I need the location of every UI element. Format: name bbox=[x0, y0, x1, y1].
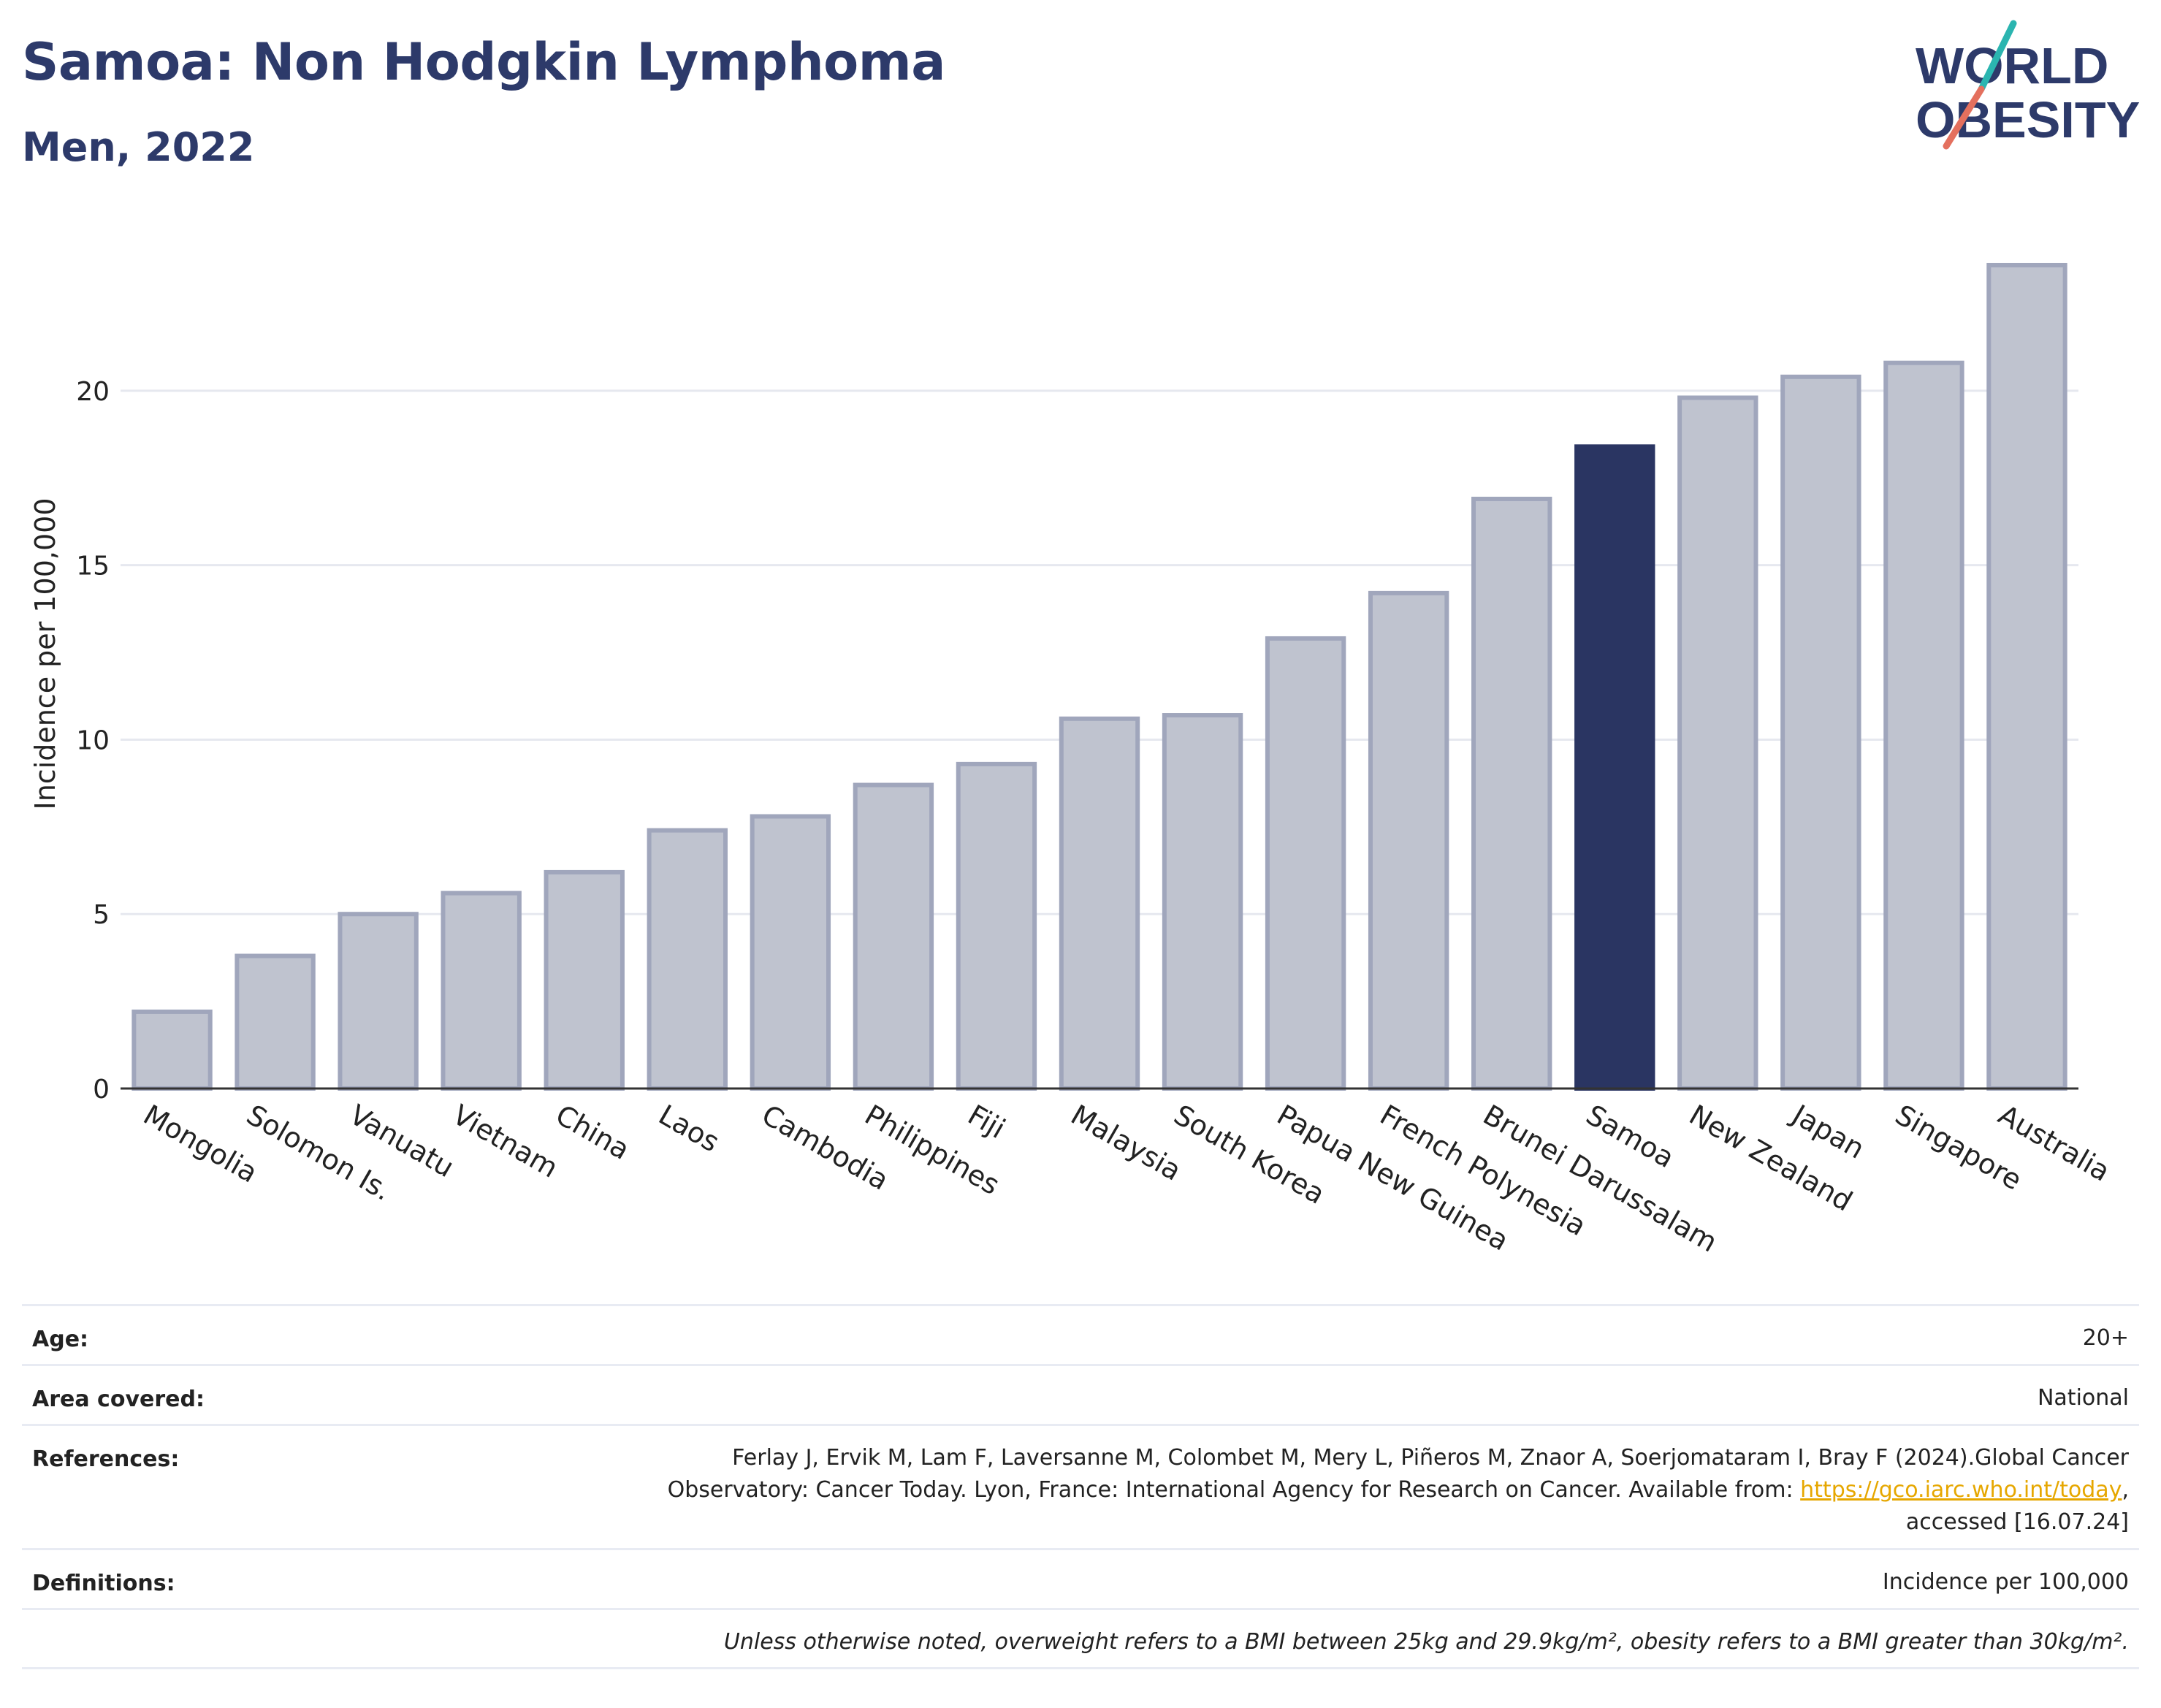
y-tick-labels: 0 5 10 15 20 bbox=[76, 377, 110, 1105]
bar-singapore bbox=[1883, 360, 1964, 1091]
info-row-age: Age: 20+ bbox=[22, 1304, 2139, 1364]
age-label: Age: bbox=[32, 1327, 89, 1352]
bar-laos bbox=[647, 828, 728, 1091]
bar-vietnam bbox=[441, 891, 522, 1091]
x-tick-label: Fiji bbox=[962, 1099, 1010, 1145]
y-tick-label: 15 bbox=[76, 552, 110, 582]
reference-line-1: Ferlay J, Ervik M, Lam F, Laversanne M, … bbox=[732, 1445, 2129, 1471]
info-row-note: Unless otherwise noted, overweight refer… bbox=[22, 1608, 2139, 1669]
y-axis-label: Incidence per 100,000 bbox=[29, 497, 61, 809]
world-obesity-logo: WORLD OBESITY bbox=[1899, 20, 2148, 161]
y-tick-label: 20 bbox=[76, 377, 110, 407]
bar-japan bbox=[1780, 374, 1861, 1091]
reference-line-2-end: , bbox=[2122, 1477, 2129, 1503]
bar-philippines bbox=[853, 782, 934, 1091]
y-tick-label: 10 bbox=[76, 725, 110, 755]
bar-malaysia bbox=[1059, 716, 1140, 1091]
bar-new-zealand bbox=[1677, 395, 1758, 1091]
info-table: Age: 20+ Area covered: National Referenc… bbox=[22, 1304, 2139, 1669]
bar-south-korea bbox=[1162, 713, 1243, 1091]
bar-mongolia bbox=[132, 1009, 213, 1091]
reference-line-2: Observatory: Cancer Today. Lyon, France:… bbox=[668, 1474, 2129, 1506]
x-tick-label: Mongolia bbox=[138, 1099, 263, 1189]
bar-solomon-is bbox=[235, 953, 316, 1091]
area-value: National bbox=[2037, 1385, 2129, 1411]
bar-china bbox=[544, 869, 625, 1091]
definitions-label: Definitions: bbox=[32, 1571, 175, 1596]
references-label: References: bbox=[32, 1446, 180, 1472]
bmi-note: Unless otherwise noted, overweight refer… bbox=[723, 1629, 2129, 1655]
logo-slash-teal bbox=[1978, 20, 2017, 93]
reference-link[interactable]: https://gco.iarc.who.int/today bbox=[1800, 1477, 2122, 1503]
age-value: 20+ bbox=[2082, 1325, 2129, 1351]
area-label: Area covered: bbox=[32, 1387, 205, 1412]
bar-brunei-darussalam bbox=[1471, 496, 1552, 1091]
reference-line-2-text: Observatory: Cancer Today. Lyon, France:… bbox=[667, 1477, 1801, 1503]
bar-cambodia bbox=[750, 814, 831, 1091]
logo-slash-coral bbox=[1943, 85, 1985, 150]
info-row-area: Area covered: National bbox=[22, 1364, 2139, 1424]
x-tick-label: Laos bbox=[653, 1099, 725, 1159]
page-title: Samoa: Non Hodgkin Lymphoma bbox=[22, 32, 945, 92]
bar-samoa bbox=[1574, 444, 1655, 1091]
x-tick-label: Vietnam bbox=[447, 1099, 563, 1184]
info-row-definitions: Definitions: Incidence per 100,000 bbox=[22, 1548, 2139, 1608]
definitions-value: Incidence per 100,000 bbox=[1882, 1569, 2129, 1595]
bars bbox=[132, 262, 2067, 1091]
bar-australia bbox=[1986, 262, 2067, 1091]
references-value: Ferlay J, Ervik M, Lam F, Laversanne M, … bbox=[668, 1442, 2129, 1539]
y-tick-label: 0 bbox=[93, 1075, 110, 1105]
info-row-references: References: Ferlay J, Ervik M, Lam F, La… bbox=[22, 1424, 2139, 1548]
bar-papua-new-guinea bbox=[1265, 636, 1346, 1091]
page-subtitle: Men, 2022 bbox=[22, 124, 255, 170]
bar-fiji bbox=[956, 761, 1037, 1091]
bar-french-polynesia bbox=[1368, 590, 1449, 1091]
bar-vanuatu bbox=[338, 912, 419, 1091]
x-tick-label: Malaysia bbox=[1066, 1099, 1187, 1187]
logo-line1: WORLD bbox=[1916, 37, 2108, 94]
reference-line-3: accessed [16.07.24] bbox=[1905, 1509, 2129, 1535]
y-tick-label: 5 bbox=[93, 900, 110, 930]
